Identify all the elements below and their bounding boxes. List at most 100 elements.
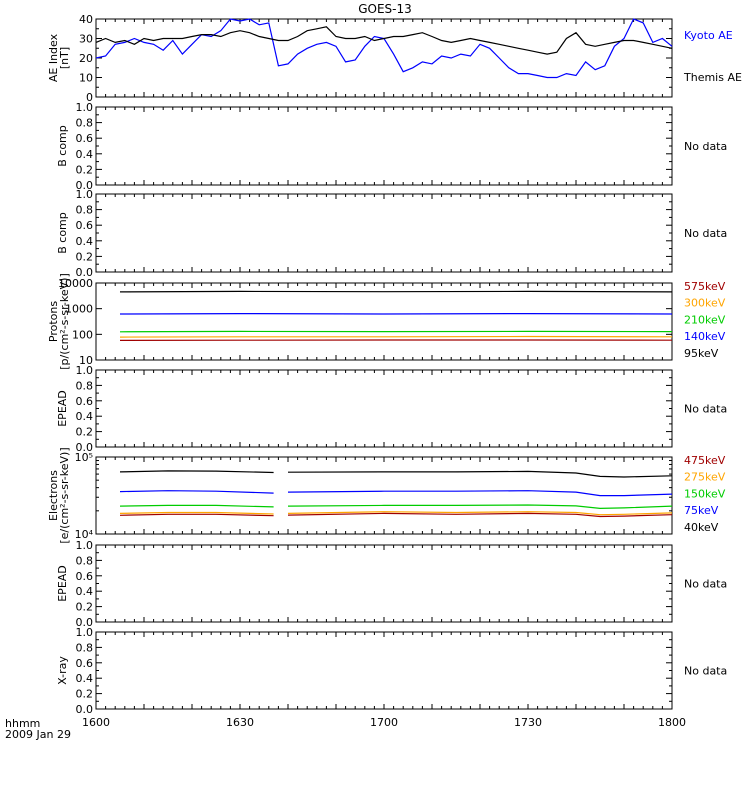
panel-6: 10⁴ 10⁵ Electrons[e/(cm²-s-sr-keV)] 475keV 2…	[47, 447, 726, 543]
legend-entry: Kyoto AE	[684, 29, 733, 42]
panel-2: 0.0 0.2 0.4 0.6 0.8 1.0 B comp No data	[56, 101, 727, 192]
y-tick-label: 10	[79, 72, 93, 85]
panel-frame	[95, 193, 673, 273]
series-themis-ae	[95, 26, 673, 55]
legend-entry: 95keV	[684, 347, 719, 360]
y-tick-label: 0.6	[76, 657, 94, 670]
series-75kev	[119, 490, 673, 497]
y-axis-label: Electrons	[47, 470, 60, 521]
x-tick-label: 1630	[226, 716, 254, 729]
panel-4: 10 100 1000 10000 Protons[p/(cm²-s-sr-keV)] 5…	[47, 273, 726, 370]
y-tick-label: 0.4	[76, 585, 94, 598]
panel-frame	[95, 106, 673, 186]
series-475kev	[119, 512, 673, 518]
y-tick-label: 0.6	[76, 219, 94, 232]
panel-5: 0.0 0.2 0.4 0.6 0.8 1.0 EPEAD No data	[56, 364, 727, 454]
legend-entry: 40keV	[684, 521, 719, 534]
y-tick-label: 0.2	[76, 163, 94, 176]
panel-7: 0.0 0.2 0.4 0.6 0.8 1.0 EPEAD No data	[56, 539, 727, 629]
y-axis-label: X-ray	[56, 656, 69, 685]
y-tick-label: 0.2	[76, 688, 94, 701]
no-data-note: No data	[684, 227, 727, 240]
y-tick-label: 10000	[58, 277, 93, 290]
no-data-note: No data	[684, 140, 727, 153]
y-tick-label: 1.0	[76, 364, 94, 377]
panel-1: 0 10 20 30 40 AE Index[nT] Kyoto AE Themis AE	[47, 13, 742, 104]
legend-entry: 75keV	[684, 504, 719, 517]
series-300kev	[119, 335, 673, 338]
y-axis-label: Protons	[47, 301, 60, 342]
y-tick-label: 0.4	[76, 148, 94, 161]
y-tick-label: 30	[79, 33, 93, 46]
y-tick-label: 0.4	[76, 672, 94, 685]
y-tick-label: 1.0	[76, 539, 94, 552]
legend-entry: 140keV	[684, 330, 726, 343]
y-tick-label: 0.0	[76, 179, 94, 192]
legend-entry: 575keV	[684, 280, 726, 293]
y-tick-label: 0.4	[76, 235, 94, 248]
no-data-note: No data	[684, 578, 727, 591]
y-axis-label: AE Index	[47, 33, 60, 82]
y-tick-label: 1.0	[76, 188, 94, 201]
legend-entry: Themis AE	[683, 71, 742, 84]
y-tick-label: 0.6	[76, 132, 94, 145]
y-axis-label: EPEAD	[56, 390, 69, 427]
y-tick-label: 0.8	[76, 117, 94, 130]
y-tick-label: 10⁵	[75, 451, 93, 464]
no-data-note: No data	[684, 403, 727, 416]
y-tick-label: 0.0	[76, 266, 94, 279]
date-label: 2009 Jan 29	[5, 728, 71, 741]
series-kyoto-ae	[95, 18, 673, 79]
series-150kev	[119, 504, 673, 510]
y-tick-label: 1.0	[76, 626, 94, 639]
y-tick-label: 0.8	[76, 379, 94, 392]
y-tick-label: 0.8	[76, 641, 94, 654]
panel-8: 0.0 0.2 0.4 0.6 0.8 1.0 X-ray No data	[56, 626, 727, 716]
legend-entry: 210keV	[684, 313, 726, 326]
x-tick-label: 1800	[658, 716, 686, 729]
panel-frame	[95, 282, 673, 361]
panel-frame	[95, 631, 673, 710]
y-axis-label: [p/(cm²-s-sr-keV)]	[58, 273, 71, 370]
y-axis-label: EPEAD	[56, 565, 69, 602]
y-tick-label: 10	[79, 354, 93, 367]
legend-entry: 475keV	[684, 454, 726, 467]
panel-frame	[95, 456, 673, 535]
x-tick-label: 1700	[370, 716, 398, 729]
y-tick-label: 0.2	[76, 426, 94, 439]
panel-frame	[95, 369, 673, 448]
y-tick-label: 0.6	[76, 570, 94, 583]
y-tick-label: 0.8	[76, 204, 94, 217]
legend-entry: 150keV	[684, 487, 726, 500]
legend-entry: 300keV	[684, 297, 726, 310]
y-tick-label: 0.8	[76, 554, 94, 567]
series-95kev	[119, 290, 673, 293]
y-tick-label: 0.6	[76, 395, 94, 408]
panel-3: 0.0 0.2 0.4 0.6 0.8 1.0 B comp No data	[56, 188, 727, 279]
y-tick-label: 10⁴	[75, 528, 94, 541]
y-axis-label: B comp	[56, 212, 69, 254]
series-275kev	[119, 511, 673, 516]
series-40kev	[119, 470, 673, 478]
y-axis-label: [e/(cm²-s-sr-keV)]	[58, 447, 71, 543]
panel-frame	[95, 544, 673, 623]
legend-entry: 275keV	[684, 471, 726, 484]
y-tick-label: 40	[79, 13, 93, 26]
no-data-note: No data	[684, 665, 727, 678]
x-tick-label: 1730	[514, 716, 542, 729]
y-tick-label: 0.4	[76, 410, 94, 423]
y-tick-label: 1000	[65, 303, 93, 316]
y-axis-label: [nT]	[58, 47, 71, 69]
y-tick-label: 20	[79, 52, 93, 65]
y-tick-label: 1.0	[76, 101, 94, 114]
panel-frame	[95, 18, 673, 98]
y-tick-label: 0.2	[76, 250, 94, 263]
time-axis: 1600 1630 1700 1730 1800	[82, 716, 686, 729]
y-tick-label: 0.0	[76, 703, 94, 716]
y-axis-label: B comp	[56, 125, 69, 167]
plot-title: GOES-13	[358, 2, 412, 16]
x-tick-label: 1600	[82, 716, 110, 729]
y-tick-label: 0.2	[76, 601, 94, 614]
y-tick-label: 0.0	[76, 616, 94, 629]
